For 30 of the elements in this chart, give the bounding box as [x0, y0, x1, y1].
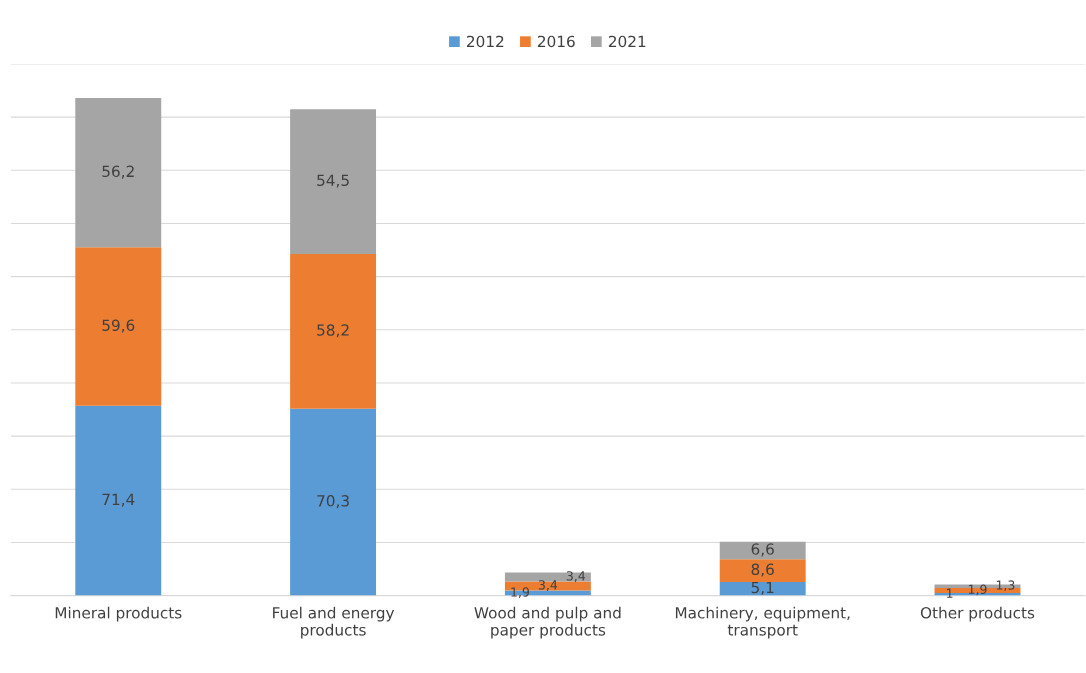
data-label: 59,6: [102, 319, 135, 333]
bar: [75, 97, 162, 248]
bar: [719, 559, 806, 583]
data-label: 3,4: [538, 580, 558, 591]
data-label: 70,3: [317, 495, 349, 509]
bar: [290, 408, 377, 596]
bar: [290, 254, 377, 409]
data-label: 5,1: [751, 581, 774, 595]
data-label: 1: [946, 588, 953, 598]
x-tick-label: Wood and pulp and paper products: [474, 606, 621, 639]
x-tick-label: Other products: [920, 606, 1035, 622]
data-label: 54,5: [317, 174, 349, 188]
bar: [75, 405, 162, 596]
data-label: 3,4: [566, 571, 586, 582]
bar: [290, 109, 377, 255]
x-tick-label: Machinery, equipment, transport: [675, 606, 850, 639]
legend-label: 2016: [537, 35, 575, 48]
bar: [719, 582, 806, 596]
x-tick-label: Mineral products: [55, 606, 182, 622]
data-label: 56,2: [102, 165, 134, 179]
data-label: 8,6: [751, 563, 774, 577]
bar: [75, 247, 162, 406]
data-label: 71,4: [102, 493, 135, 507]
legend-label: 2012: [467, 35, 504, 48]
x-tick-label: Fuel and energy products: [273, 606, 395, 639]
bar: [504, 572, 591, 582]
data-label: 6,6: [751, 543, 774, 557]
bar: [719, 541, 806, 560]
data-label: 58,2: [317, 324, 349, 338]
legend-label: 2021: [608, 35, 646, 48]
